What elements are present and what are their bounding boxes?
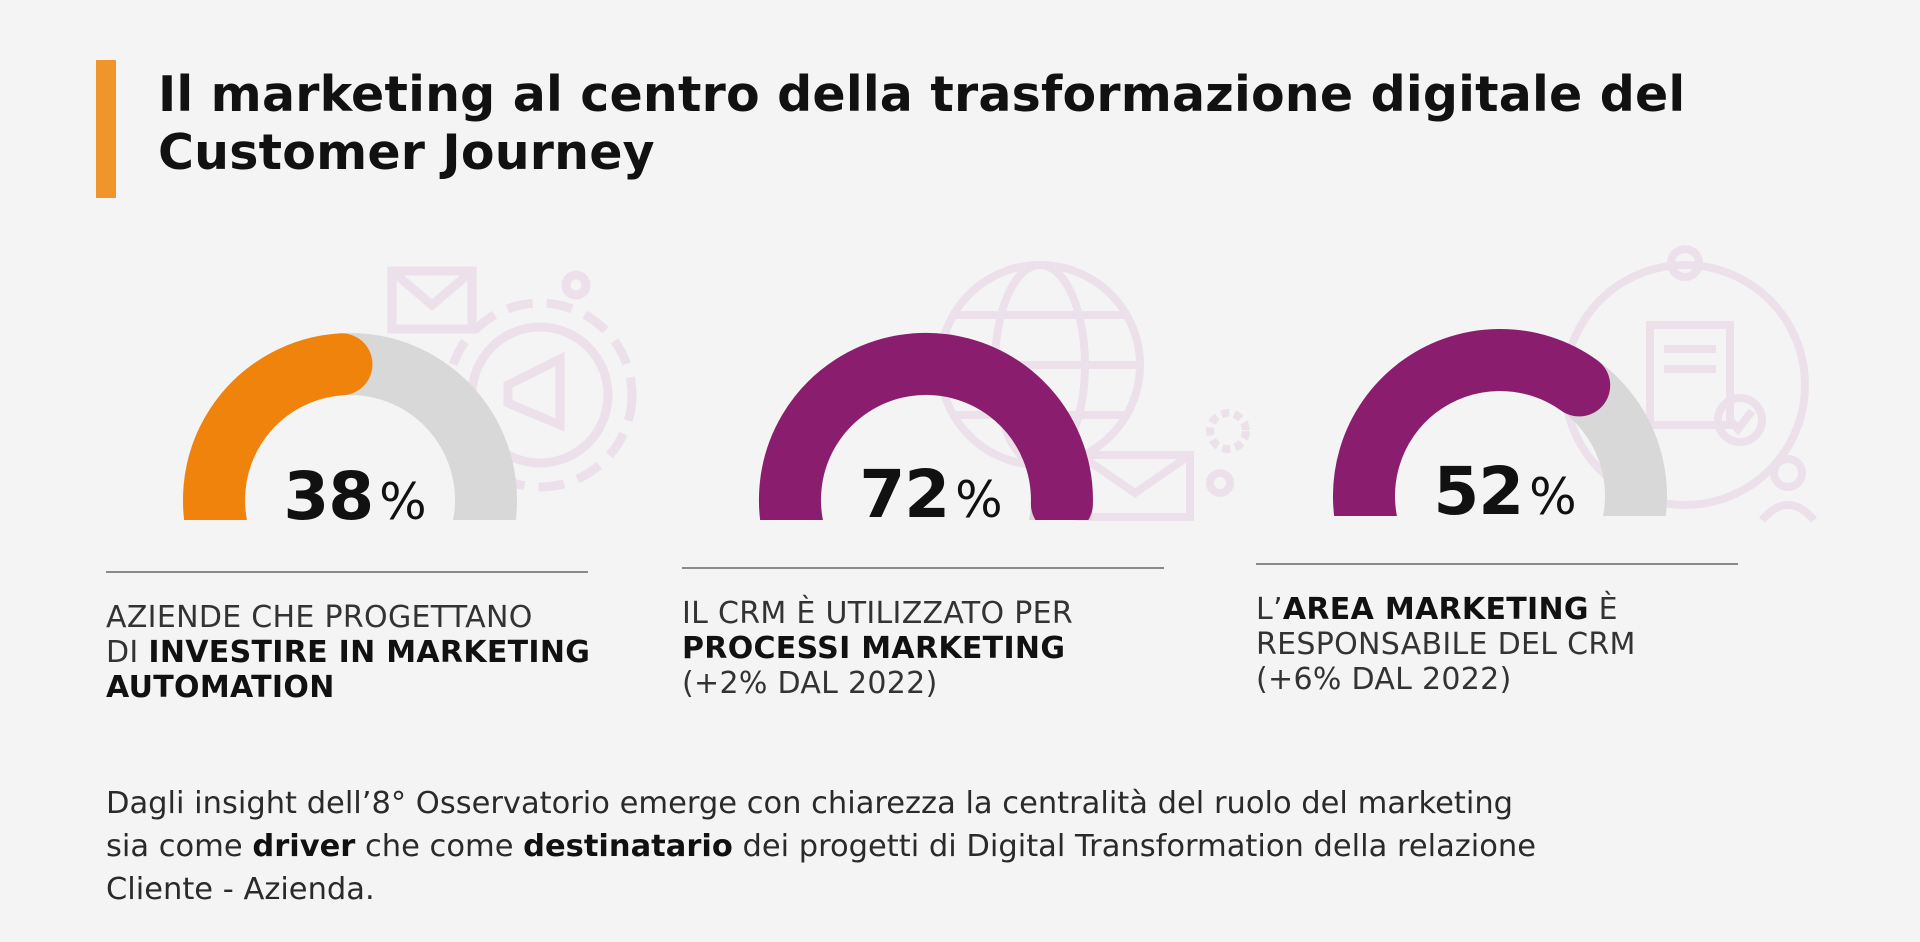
caption-1: AZIENDE CHE PROGETTANO DI INVESTIRE IN M… <box>106 600 590 705</box>
title-accent-bar <box>96 60 116 198</box>
caption-3-line-1: L’AREA MARKETING È <box>1256 592 1618 627</box>
gauge-1-unit: % <box>379 473 427 531</box>
note-line-3: Cliente - Azienda. <box>106 872 375 907</box>
caption-2-line-2: PROCESSI MARKETING <box>682 631 1066 666</box>
gauge-1-value: 38% <box>245 458 465 535</box>
gauge-2-value: 72% <box>821 456 1041 533</box>
title-line-2: Customer Journey <box>158 124 655 181</box>
gauge-1-number: 38 <box>283 458 374 535</box>
caption-2-line-3: (+2% DAL 2022) <box>682 666 938 701</box>
caption-2: IL CRM È UTILIZZATO PER PROCESSI MARKETI… <box>682 596 1073 701</box>
divider-3 <box>1256 563 1738 565</box>
divider-1 <box>106 571 588 573</box>
title-line-1: Il marketing al centro della trasformazi… <box>158 66 1686 123</box>
gauge-2-unit: % <box>955 471 1003 529</box>
caption-2-line-1: IL CRM È UTILIZZATO PER <box>682 596 1074 631</box>
gauge-2-number: 72 <box>859 456 950 533</box>
caption-1-line-3: AUTOMATION <box>106 670 335 705</box>
gauge-3-unit: % <box>1529 468 1577 526</box>
caption-3-line-3: (+6% DAL 2022) <box>1256 662 1512 697</box>
gauge-fill <box>1333 328 1611 516</box>
gauge-fill <box>183 333 373 520</box>
caption-1-line-2: DI INVESTIRE IN MARKETING <box>106 635 591 670</box>
envelope-icon <box>387 266 477 334</box>
gauge-fill <box>758 332 1093 520</box>
caption-3: L’AREA MARKETING È RESPONSABILE DEL CRM … <box>1256 592 1636 697</box>
footer-note: Dagli insight dell’8° Osservatorio emerg… <box>106 782 1806 911</box>
gauge-3 <box>1333 328 1667 516</box>
caption-3-line-2: RESPONSABILE DEL CRM <box>1256 627 1636 662</box>
gauge-1 <box>183 332 517 520</box>
gauge-2 <box>758 332 1093 520</box>
gauge-3-number: 52 <box>1433 453 1524 530</box>
caption-1-line-1: AZIENDE CHE PROGETTANO <box>106 600 533 635</box>
page-title: Il marketing al centro della trasformazi… <box>158 66 1718 182</box>
gears-icon <box>1206 409 1250 453</box>
note-line-1: Dagli insight dell’8° Osservatorio emerg… <box>106 786 1514 821</box>
note-line-2: sia come driver che come destinatario de… <box>106 829 1537 864</box>
gauge-3-value: 52% <box>1395 453 1615 530</box>
divider-2 <box>682 567 1164 569</box>
people-document-icon <box>1561 245 1818 523</box>
